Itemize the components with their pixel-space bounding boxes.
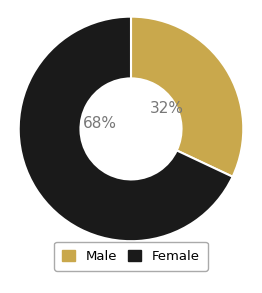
Text: 32%: 32% — [150, 101, 184, 116]
Legend: Male, Female: Male, Female — [54, 242, 208, 271]
Wedge shape — [19, 17, 233, 241]
Text: 68%: 68% — [83, 116, 117, 131]
Wedge shape — [131, 17, 243, 177]
